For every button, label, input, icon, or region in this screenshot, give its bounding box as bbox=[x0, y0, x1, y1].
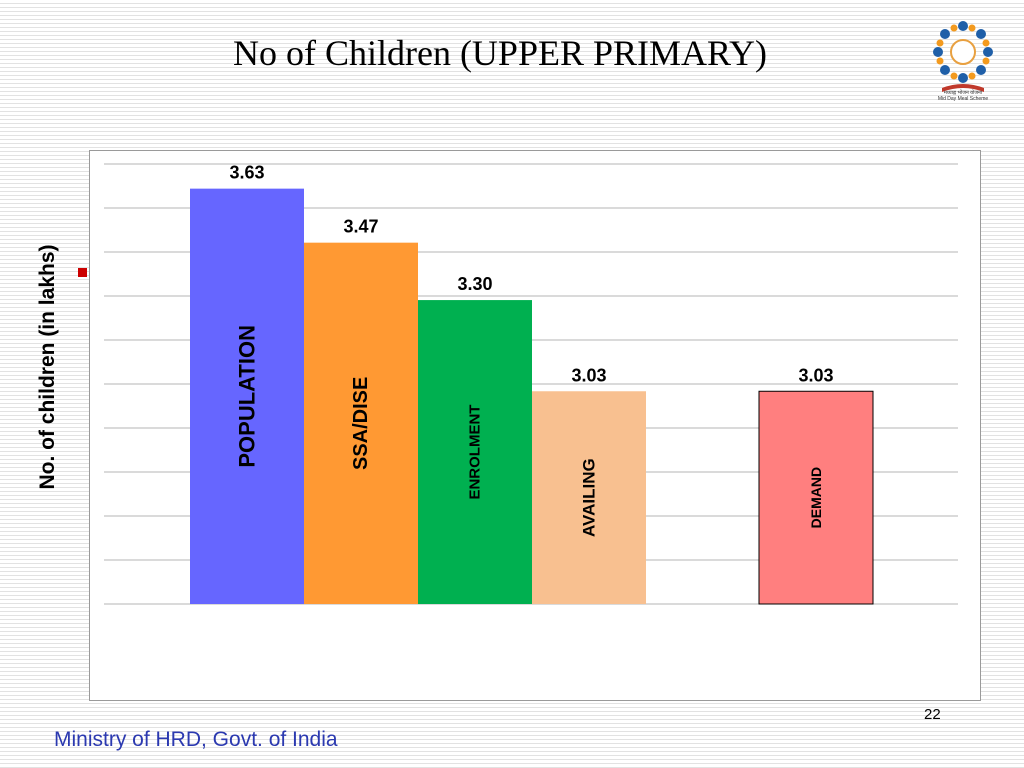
data-label: 3.03 bbox=[571, 365, 606, 385]
category-label: AVAILING bbox=[580, 458, 599, 537]
bar-chart: 3.63 POPULATION 3.47 SSA/DISE 3.30 ENROLMENT 3… bbox=[104, 163, 958, 605]
bar bbox=[418, 300, 532, 604]
data-label: 3.30 bbox=[457, 274, 492, 294]
footer-text: Ministry of HRD, Govt. of India bbox=[54, 728, 338, 751]
bar bbox=[190, 188, 304, 604]
mid-day-meal-logo-icon bbox=[933, 21, 993, 92]
bar bbox=[304, 242, 418, 604]
bar bbox=[532, 391, 646, 604]
category-label: ENROLMENT bbox=[467, 405, 484, 500]
chart-frame: 3.63 POPULATION 3.47 SSA/DISE 3.30 ENROLMENT 3… bbox=[89, 150, 981, 701]
category-label: SSA/DISE bbox=[350, 377, 372, 470]
data-label: 3.47 bbox=[343, 217, 378, 237]
logo-english-text: Mid Day Meal Scheme bbox=[937, 96, 989, 102]
bar bbox=[758, 390, 874, 605]
category-label: POPULATION bbox=[235, 325, 260, 468]
data-label: 3.03 bbox=[798, 365, 833, 385]
slide-title: No of Children (UPPER PRIMARY) bbox=[232, 33, 768, 73]
logo-hindi-text: मध्याह्न भोजन योजना bbox=[943, 90, 983, 96]
bullet-marker-icon bbox=[78, 268, 87, 277]
page-number: 22 bbox=[924, 706, 941, 723]
logo-caption: मध्याह्न भोजन योजना Mid Day Meal Scheme bbox=[926, 90, 1000, 102]
y-axis-label: No. of children (in lakhs) bbox=[36, 244, 59, 490]
data-label: 3.63 bbox=[229, 163, 264, 183]
category-label: DEMAND bbox=[808, 467, 824, 528]
